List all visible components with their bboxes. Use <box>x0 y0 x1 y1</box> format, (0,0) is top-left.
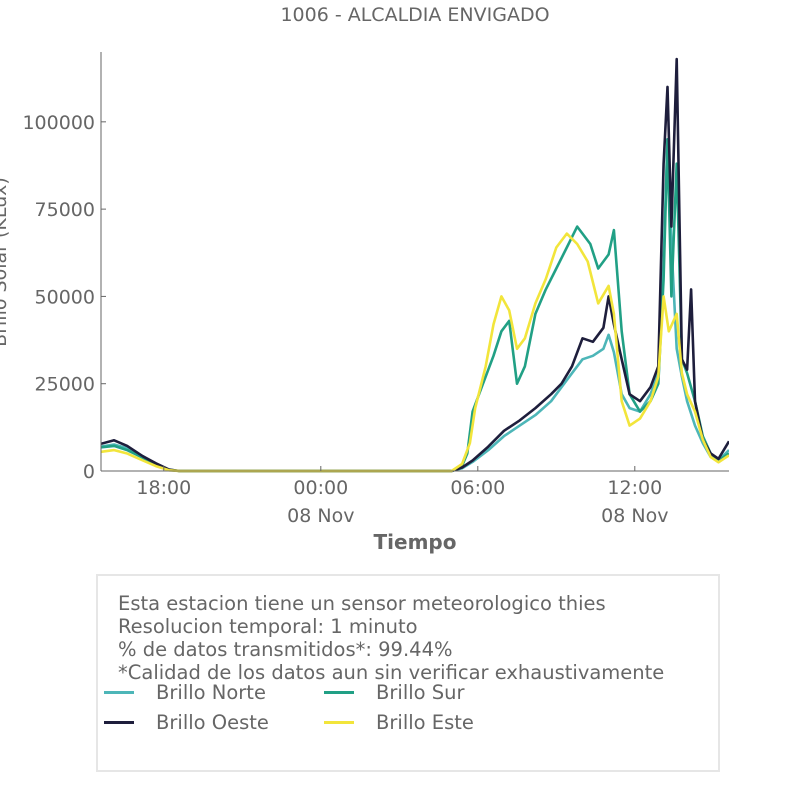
legend-label: Brillo Sur <box>376 680 465 704</box>
chart-title: 1006 - ALCALDIA ENVIGADO <box>280 4 549 26</box>
legend-label: Brillo Este <box>376 710 474 734</box>
y-axis-label: Brillo Solar (KLux) <box>0 177 11 347</box>
x-tick-label: 00:00 <box>293 477 348 499</box>
legend-swatch <box>104 720 134 724</box>
legend-item-brillo-sur: Brillo Sur <box>324 680 465 704</box>
x-tick-date-label: 08 Nov <box>601 505 668 527</box>
x-axis-label: Tiempo <box>374 530 457 554</box>
y-tick-label: 0 <box>83 461 95 483</box>
y-tick-label: 25000 <box>35 374 95 396</box>
plot-area <box>101 57 729 473</box>
info-line-resolution: Resolucion temporal: 1 minuto <box>118 615 418 638</box>
x-tick-date-label: 08 Nov <box>287 505 354 527</box>
axes: 0 25000 50000 75000 100000 18:00 00:00 08 Nov 06… <box>22 52 729 527</box>
legend-swatch <box>104 690 134 694</box>
legend-item-brillo-oeste: Brillo Oeste <box>104 710 269 734</box>
y-tick-label: 75000 <box>35 199 95 221</box>
y-tick-label: 50000 <box>35 286 95 308</box>
x-tick-label: 06:00 <box>450 477 505 499</box>
legend-label: Brillo Oeste <box>156 710 269 734</box>
x-tick-label: 18:00 <box>136 477 191 499</box>
series-line <box>101 232 729 473</box>
x-tick-label: 12:00 <box>607 477 662 499</box>
info-box: Esta estacion tiene un sensor meteorolog… <box>96 574 720 772</box>
info-line-transmitted: % de datos transmitidos*: 99.44% <box>118 638 453 661</box>
legend-item-brillo-este: Brillo Este <box>324 710 474 734</box>
legend-label: Brillo Norte <box>156 680 266 704</box>
info-text: Esta estacion tiene un sensor meteorolog… <box>118 592 664 684</box>
chart: 1006 - ALCALDIA ENVIGADO 0 25000 50000 7500… <box>0 4 729 554</box>
info-line-quality: *Calidad de los datos aun sin verificar … <box>118 661 665 684</box>
legend-swatch <box>324 720 354 724</box>
y-tick-label: 100000 <box>22 112 95 134</box>
info-line-sensor: Esta estacion tiene un sensor meteorolog… <box>118 592 606 615</box>
legend-item-brillo-norte: Brillo Norte <box>104 680 266 704</box>
legend-swatch <box>324 690 354 694</box>
